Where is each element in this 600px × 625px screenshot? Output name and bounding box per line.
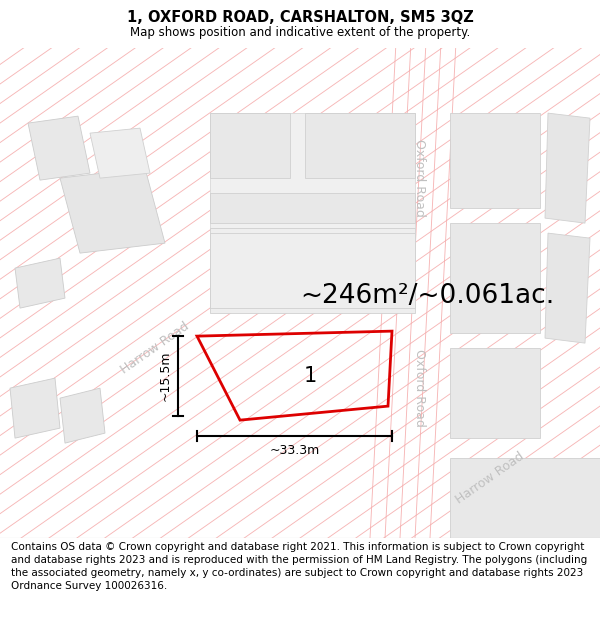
Text: ~33.3m: ~33.3m: [269, 444, 320, 457]
Text: ~15.5m: ~15.5m: [159, 351, 172, 401]
Polygon shape: [210, 113, 290, 178]
Text: 1, OXFORD ROAD, CARSHALTON, SM5 3QZ: 1, OXFORD ROAD, CARSHALTON, SM5 3QZ: [127, 9, 473, 24]
Polygon shape: [90, 128, 150, 178]
Polygon shape: [60, 168, 165, 253]
Text: Oxford Road: Oxford Road: [413, 349, 427, 427]
Polygon shape: [60, 388, 105, 443]
Polygon shape: [545, 233, 590, 343]
Polygon shape: [450, 458, 600, 538]
Polygon shape: [545, 113, 590, 223]
Polygon shape: [210, 193, 415, 223]
Polygon shape: [210, 233, 415, 308]
Polygon shape: [28, 116, 90, 180]
Polygon shape: [305, 113, 415, 178]
Polygon shape: [210, 113, 415, 228]
Polygon shape: [450, 223, 540, 333]
Text: Oxford Road: Oxford Road: [413, 139, 427, 217]
Polygon shape: [15, 258, 65, 308]
Text: Harrow Road: Harrow Road: [118, 320, 191, 376]
Polygon shape: [210, 228, 415, 313]
Text: 1: 1: [304, 366, 317, 386]
Text: Contains OS data © Crown copyright and database right 2021. This information is : Contains OS data © Crown copyright and d…: [11, 542, 587, 591]
Text: Map shows position and indicative extent of the property.: Map shows position and indicative extent…: [130, 26, 470, 39]
Text: ~246m²/~0.061ac.: ~246m²/~0.061ac.: [300, 283, 554, 309]
Polygon shape: [10, 378, 60, 438]
Polygon shape: [450, 113, 540, 208]
Polygon shape: [450, 348, 540, 438]
Text: Harrow Road: Harrow Road: [454, 450, 527, 506]
